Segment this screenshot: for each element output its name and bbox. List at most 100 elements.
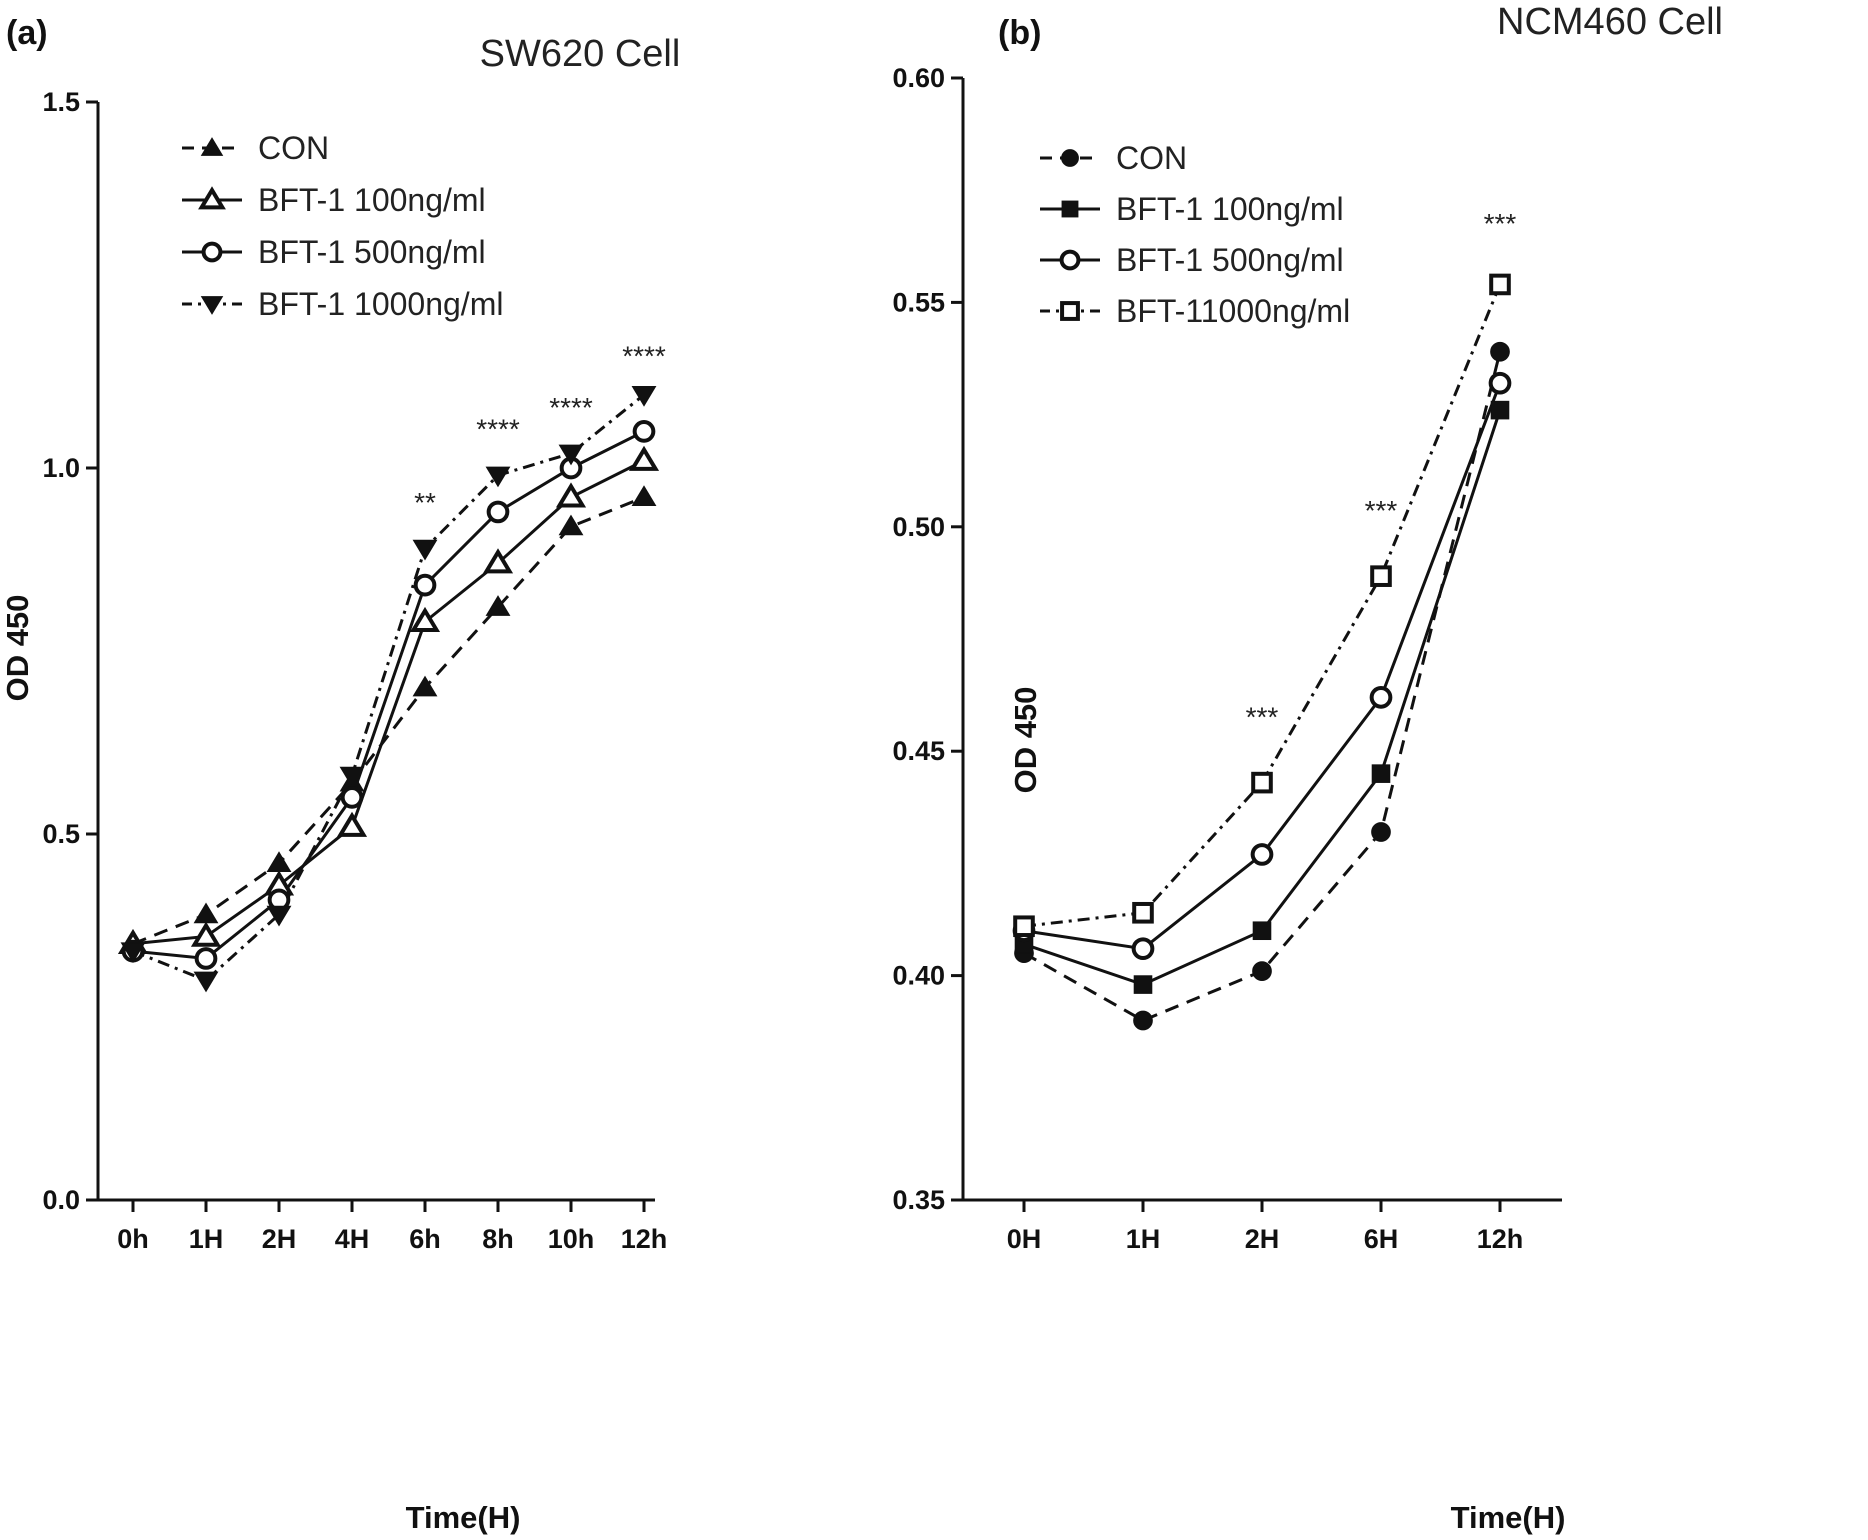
panel-a-label: (a) (6, 14, 48, 52)
data-point-s2 (340, 786, 364, 809)
data-point-s2 (1250, 843, 1274, 866)
data-point-s3 (1370, 565, 1392, 587)
data-point-s3 (485, 466, 511, 488)
significance-annotation: **** (549, 392, 593, 423)
data-point-s1 (1371, 764, 1391, 783)
data-point-s3 (1489, 273, 1511, 296)
x-tick-label: 8h (482, 1224, 514, 1254)
significance-annotation: *** (1246, 702, 1279, 733)
panel-b-chart: 0.35 0.40 0.45 0.50 0.55 0.60 0H 1H 2H 6H 12h *** **… (892, 63, 1562, 1254)
data-point-s0 (266, 851, 292, 873)
data-point-s2 (632, 420, 656, 443)
legend-label: BFT-1 100ng/ml (1116, 191, 1344, 227)
legend-marker (1059, 249, 1081, 271)
data-point-s1 (1133, 975, 1153, 994)
y-tick-label: 1.5 (42, 87, 80, 117)
data-point-s2 (486, 500, 510, 524)
data-point-s2 (413, 573, 437, 597)
legend-marker (200, 296, 224, 315)
panel-a-ylabel: OD 450 (0, 595, 35, 702)
x-tick-label: 0H (1007, 1224, 1042, 1254)
legend-marker (198, 186, 226, 210)
series-line-1 (1023, 409, 1502, 987)
data-point-s1 (336, 811, 368, 837)
data-point-s2 (1131, 937, 1155, 961)
data-point-s0 (1133, 1010, 1153, 1031)
y-tick-label: 0.35 (892, 1185, 945, 1215)
significance-annotation: **** (476, 414, 520, 445)
data-point-s0 (193, 902, 219, 924)
data-point-s2 (194, 947, 218, 970)
significance-annotation: *** (1365, 495, 1398, 526)
data-point-s3 (339, 766, 365, 788)
data-point-s0 (1252, 961, 1272, 981)
data-point-s1 (555, 482, 587, 508)
x-tick-label: 1H (1126, 1224, 1161, 1254)
panel-b-label: (b) (998, 14, 1041, 52)
data-point-s1 (482, 548, 514, 574)
legend-marker (1061, 200, 1079, 218)
data-point-s1 (190, 921, 222, 947)
data-point-s0 (485, 595, 511, 616)
data-point-s0 (412, 675, 438, 697)
legend-label: BFT-1 500ng/ml (1116, 242, 1344, 278)
legend-marker (200, 137, 224, 156)
significance-annotation: **** (622, 341, 666, 372)
x-tick-label: 1H (189, 1224, 224, 1254)
data-point-s2 (1488, 371, 1512, 395)
legend-label: BFT-11000ng/ml (1116, 293, 1350, 329)
data-point-s1 (1252, 921, 1272, 941)
y-tick-label: 0.5 (42, 819, 80, 849)
y-tick-label: 0.0 (42, 1185, 80, 1215)
data-point-s0 (631, 485, 657, 507)
y-tick-label: 0.60 (892, 63, 945, 93)
data-point-s3 (412, 539, 438, 561)
panel-b-title: NCM460 Cell (1497, 1, 1723, 43)
x-tick-label: 12h (621, 1224, 668, 1254)
data-point-s3 (1132, 901, 1154, 924)
y-tick-label: 1.0 (42, 453, 80, 483)
data-point-s3 (266, 905, 292, 927)
series-line-0 (132, 495, 645, 946)
panel-a-xlabel: Time(H) (406, 1500, 521, 1535)
x-tick-label: 6h (409, 1224, 441, 1254)
data-point-s3 (1013, 915, 1035, 938)
panel-a-title: SW620 Cell (480, 33, 681, 75)
panel-a-chart: 0.00.51.01.50h 1H 2H 4H 6h 8h 10h 12h**********… (42, 87, 667, 1254)
y-tick-label: 0.55 (892, 287, 945, 317)
y-tick-label: 0.40 (892, 961, 945, 991)
data-point-s2 (1369, 685, 1393, 709)
x-tick-label: 12h (1477, 1224, 1524, 1254)
significance-annotation: ** (414, 487, 436, 518)
x-tick-label: 4H (335, 1224, 370, 1254)
legend-marker (1060, 301, 1080, 321)
significance-annotation: *** (1484, 208, 1517, 239)
data-point-s1 (628, 445, 660, 471)
series-line-2 (132, 430, 645, 960)
legend-label: BFT-1 100ng/ml (258, 182, 486, 218)
data-point-s3 (558, 444, 584, 466)
series-line-0 (1023, 351, 1502, 1023)
x-tick-label: 2H (1245, 1224, 1280, 1254)
series-line-1 (132, 459, 645, 946)
data-point-s3 (120, 942, 146, 964)
x-tick-label: 10h (548, 1224, 595, 1254)
series-line-3 (1023, 283, 1502, 928)
data-point-s0 (558, 514, 584, 536)
legend-marker (201, 241, 223, 263)
series-line-3 (132, 393, 645, 983)
data-point-s3 (193, 971, 219, 993)
panel-b-ylabel: OD 450 (1008, 687, 1043, 794)
data-point-s3 (1251, 771, 1273, 794)
data-point-s1 (1490, 400, 1510, 420)
legend-label: BFT-1 500ng/ml (258, 234, 486, 270)
x-tick-label: 6H (1364, 1224, 1399, 1254)
x-tick-label: 0h (117, 1224, 149, 1254)
legend-label: BFT-1 1000ng/ml (258, 286, 503, 322)
data-point-s1 (409, 606, 441, 632)
data-point-s3 (631, 386, 657, 407)
y-tick-label: 0.50 (892, 512, 945, 542)
y-tick-label: 0.45 (892, 736, 945, 766)
data-point-s0 (1490, 341, 1510, 362)
